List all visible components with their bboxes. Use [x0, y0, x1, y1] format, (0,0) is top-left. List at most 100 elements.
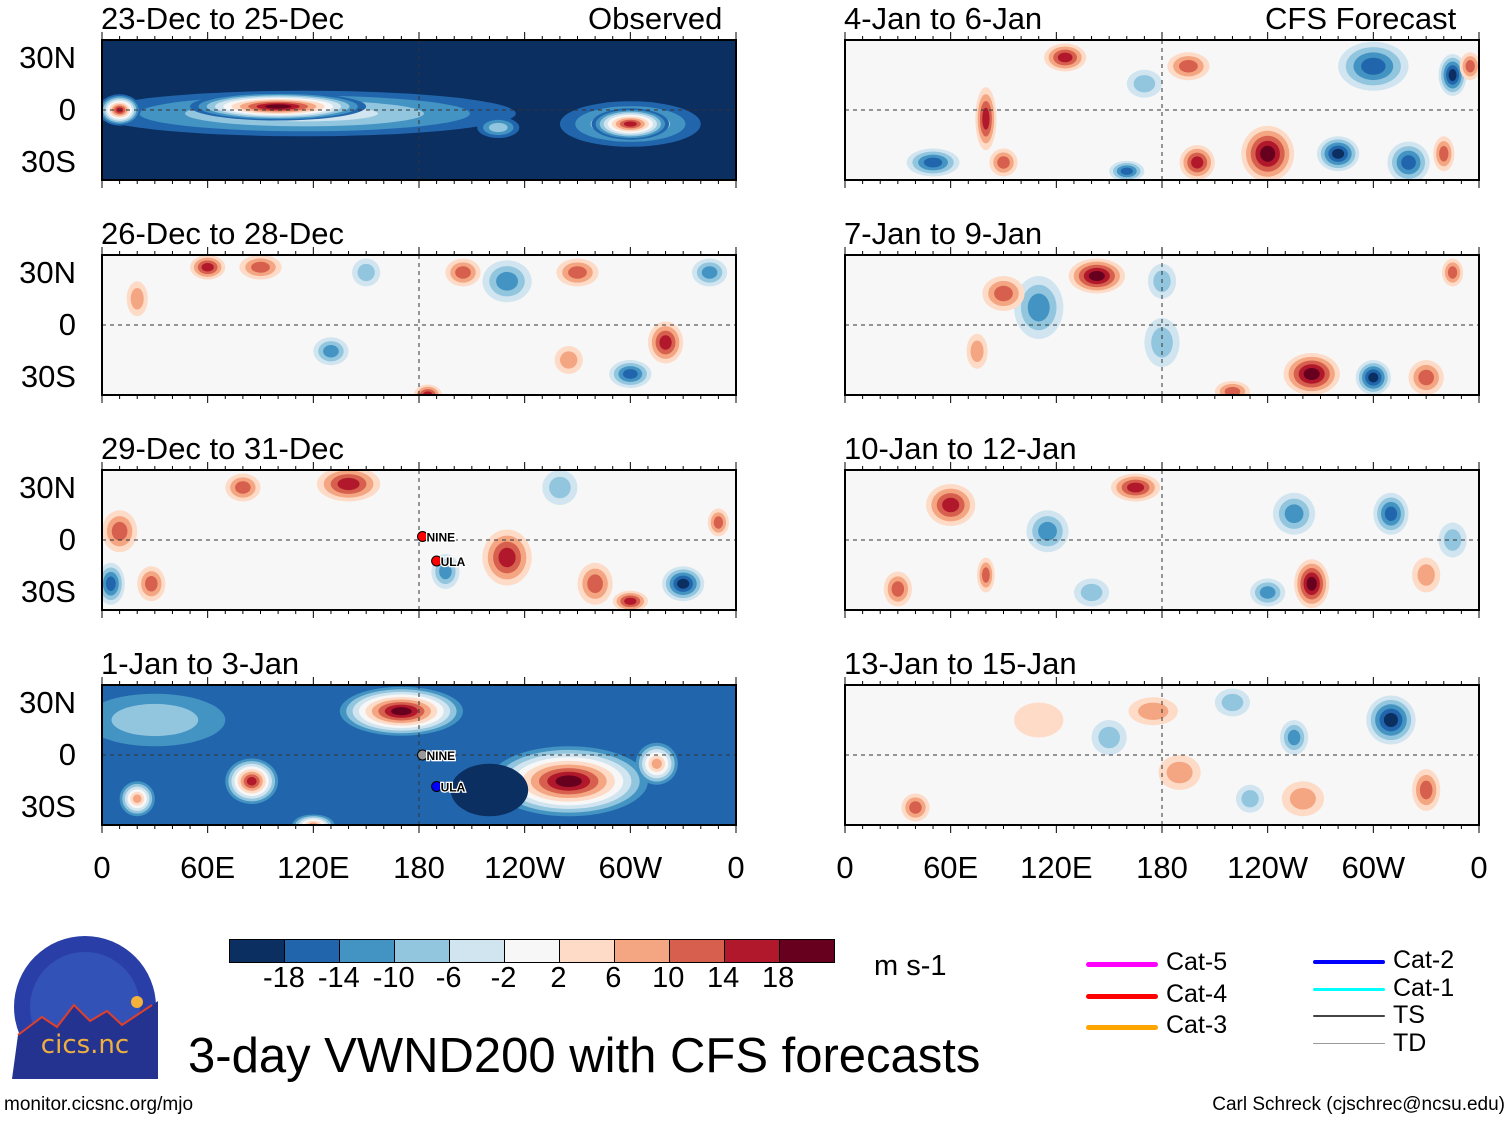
wind-anomaly-contour	[132, 794, 142, 803]
wind-anomaly-contour	[251, 261, 270, 273]
colorbar-swatch	[614, 940, 669, 962]
wind-anomaly-contour	[1447, 266, 1458, 279]
storm-marker	[431, 781, 443, 792]
map-panel	[101, 32, 737, 188]
lon-tick-label: 60W	[1341, 850, 1406, 885]
wind-anomaly-contour	[1401, 155, 1416, 170]
wind-anomaly-contour	[1332, 148, 1345, 159]
wind-anomaly-contour	[1133, 75, 1156, 93]
wind-anomaly-contour	[496, 271, 519, 291]
wind-anomaly-contour	[1224, 386, 1241, 395]
wind-anomaly-contour	[701, 266, 718, 279]
wind-anomaly-contour	[659, 335, 672, 350]
wind-anomaly-contour	[942, 497, 960, 513]
panel-title: 7-Jan to 9-Jan	[844, 216, 1043, 251]
wind-anomaly-contour	[1303, 368, 1320, 380]
wind-anomaly-contour	[568, 266, 587, 279]
colorbar-swatch	[394, 940, 449, 962]
colorbar-label: 18	[761, 962, 795, 994]
legend-label: Cat-2	[1393, 946, 1455, 974]
wind-anomaly-contour	[498, 547, 516, 568]
storm-marker	[417, 531, 429, 542]
wind-anomaly-contour	[130, 287, 144, 310]
wind-anomaly-contour	[105, 576, 116, 592]
legend-label: TD	[1393, 1029, 1427, 1057]
wind-anomaly-contour	[1027, 293, 1050, 322]
map-panel: NINE ULA	[101, 462, 737, 618]
map-panel: NINE ULA	[101, 677, 737, 833]
wind-anomaly-contour	[1439, 145, 1449, 162]
wind-anomaly-contour	[1465, 60, 1475, 73]
wind-anomaly-contour	[713, 516, 724, 529]
wind-anomaly-contour	[357, 263, 375, 282]
wind-anomaly-contour	[997, 156, 1010, 169]
wind-anomaly-contour	[1151, 327, 1173, 358]
svg-text:cics.nc: cics.nc	[41, 1030, 129, 1060]
colorbar-swatch	[779, 940, 834, 962]
panel-title: 4-Jan to 6-Jan	[844, 1, 1043, 36]
wind-anomaly-contour	[391, 707, 412, 716]
colorbar-label: -10	[372, 962, 415, 994]
wind-anomaly-contour	[1418, 369, 1434, 386]
lat-tick-label: 30N	[19, 470, 76, 505]
wind-anomaly-contour	[1287, 729, 1301, 746]
legend-label: Cat-4	[1166, 980, 1228, 1008]
colorbar-label: 6	[605, 962, 622, 994]
wind-anomaly-contour	[587, 574, 603, 594]
legend-line-cat-2	[1313, 960, 1385, 964]
wind-anomaly-contour	[994, 285, 1013, 302]
wind-anomaly-contour	[1417, 564, 1435, 586]
wind-anomaly-contour	[1014, 702, 1064, 738]
lat-tick-label: 0	[58, 522, 76, 557]
wind-anomaly-contour	[1259, 586, 1276, 599]
colorbar-label: -14	[317, 962, 360, 994]
wind-anomaly-contour	[1448, 69, 1457, 81]
wind-anomaly-contour	[549, 476, 571, 499]
lat-tick-label: 30N	[19, 40, 76, 75]
wind-anomaly-contour	[560, 351, 578, 369]
colorbar-units: m s-1	[874, 950, 947, 982]
colorbar-label: 2	[550, 962, 567, 994]
legend-line-cat-4	[1086, 994, 1158, 999]
wind-anomaly-contour	[1284, 504, 1304, 524]
panel-title: 13-Jan to 15-Jan	[844, 646, 1077, 681]
observed-label: Observed	[588, 1, 723, 36]
wind-anomaly-contour	[337, 477, 360, 491]
lon-tick-label: 0	[836, 850, 854, 885]
wind-anomaly-contour	[1120, 167, 1133, 175]
wind-anomaly-contour	[1191, 156, 1204, 169]
colorbar-swatch	[724, 940, 779, 962]
colorbar-label: 14	[707, 962, 740, 994]
storm-label: NINE	[427, 531, 456, 545]
wind-anomaly-contour	[1361, 57, 1386, 75]
wind-anomaly-contour	[323, 345, 339, 358]
wind-anomaly-contour	[246, 777, 257, 786]
wind-anomaly-contour	[1306, 576, 1317, 591]
colorbar-label: -18	[262, 962, 305, 994]
wind-anomaly-contour	[1260, 145, 1276, 162]
colorbar-swatch	[504, 940, 559, 962]
panel-title: 1-Jan to 3-Jan	[101, 646, 300, 681]
lon-tick-label: 60E	[180, 850, 236, 885]
lon-tick-label: 60E	[923, 850, 979, 885]
lat-tick-label: 30N	[19, 255, 76, 290]
lat-tick-label: 30S	[20, 144, 76, 179]
wind-anomaly-contour	[1221, 693, 1244, 712]
wind-anomaly-contour	[623, 121, 637, 127]
map-panel	[844, 462, 1480, 618]
storm-marker	[431, 555, 443, 567]
lat-tick-label: 30N	[19, 685, 76, 720]
colorbar-swatch	[449, 940, 504, 962]
source-url[interactable]: monitor.cicsnc.org/mjo	[4, 1094, 194, 1115]
legend-line-td	[1313, 1043, 1385, 1044]
wind-anomaly-contour	[981, 567, 990, 583]
legend-label: Cat-1	[1393, 974, 1455, 1002]
wind-anomaly-contour	[1241, 790, 1259, 808]
panel-title: 29-Dec to 31-Dec	[101, 431, 344, 466]
legend-line-cat-3	[1086, 1025, 1158, 1030]
wind-anomaly-contour	[624, 597, 637, 605]
legend-label: TS	[1393, 1001, 1425, 1029]
lat-tick-label: 0	[58, 307, 76, 342]
storm-label: NINE	[427, 749, 456, 763]
cics-logo: cics.nc	[12, 935, 158, 1079]
